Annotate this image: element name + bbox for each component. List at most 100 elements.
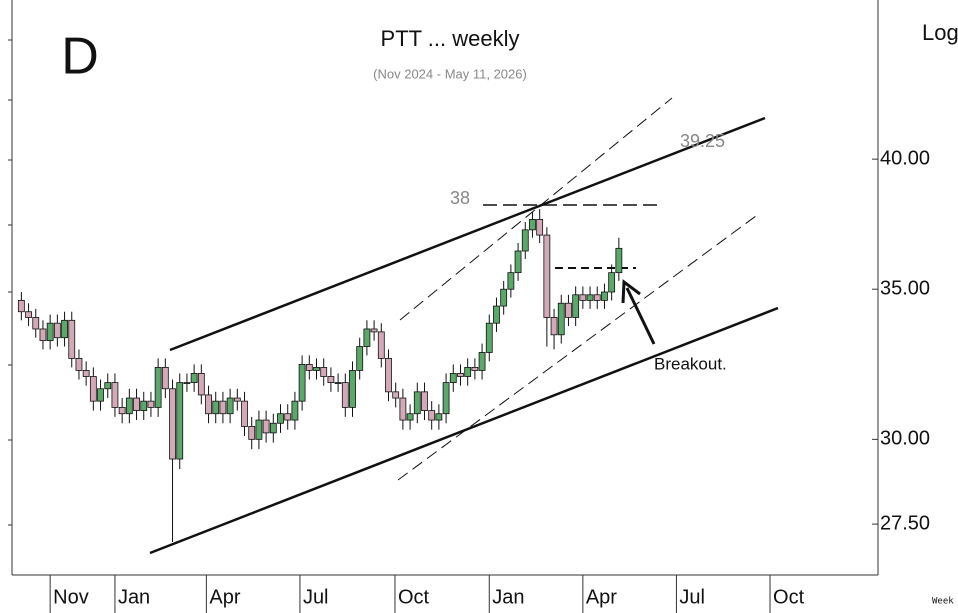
candle-body <box>61 319 68 339</box>
x-tick-label: Oct <box>773 586 805 608</box>
y-tick-label: 35.00 <box>880 277 930 299</box>
candle-body <box>608 272 616 293</box>
y-tick-label: 30.00 <box>880 428 930 450</box>
candle-body <box>233 397 241 402</box>
x-tick-label: Apr <box>586 586 617 608</box>
candle-body <box>226 397 234 415</box>
x-tick-label: Apr <box>209 586 240 608</box>
candle-body <box>39 328 47 342</box>
candle-body <box>111 382 119 408</box>
candle-body <box>370 328 378 333</box>
candle-body <box>277 413 284 424</box>
candle-body <box>392 391 400 399</box>
candle-body <box>377 331 385 359</box>
candle-body <box>68 319 76 359</box>
candle-body <box>53 322 61 339</box>
candle-body <box>521 229 529 252</box>
candle-body <box>349 370 356 408</box>
candle-body <box>471 367 479 371</box>
candle-body <box>557 302 565 336</box>
candle-body <box>341 382 349 408</box>
candle-body <box>75 358 83 371</box>
candle-body <box>32 317 40 330</box>
candle-body <box>313 367 320 371</box>
candle-body <box>183 382 191 385</box>
candle-body <box>205 394 212 415</box>
candle-body <box>169 388 176 460</box>
candle-body <box>493 305 500 324</box>
left-minor-ticks <box>8 39 12 526</box>
candle-body <box>125 397 133 415</box>
candle-body <box>615 247 623 274</box>
candle-body <box>305 363 313 371</box>
candle-body <box>104 382 112 390</box>
candle-body <box>356 346 364 371</box>
candle-body <box>543 234 551 318</box>
candle-body <box>161 367 169 390</box>
candle-body <box>298 363 306 402</box>
candle-body <box>248 426 256 440</box>
candle-body <box>46 322 54 342</box>
candle-body <box>485 322 493 353</box>
y-tick-label: 40.00 <box>880 147 930 169</box>
candle-body <box>133 397 140 411</box>
candle-body <box>464 367 472 377</box>
candle-body <box>478 352 486 371</box>
footer: Week <box>932 597 954 607</box>
candle-body <box>399 397 407 421</box>
candle-body <box>269 422 277 434</box>
candle-body <box>176 382 184 460</box>
candle-body <box>579 294 587 301</box>
candle-body <box>219 400 227 415</box>
candle-body <box>586 294 594 301</box>
candle-body <box>212 400 220 415</box>
candle-body <box>428 410 436 421</box>
chart-title: PTT ... weekly <box>381 26 520 51</box>
candle-body <box>500 288 508 307</box>
candle-body <box>572 294 580 318</box>
x-tick-label: Oct <box>398 586 430 608</box>
candle-body <box>89 376 97 402</box>
x-tick-label: Nov <box>53 586 89 608</box>
candle-body <box>82 370 90 377</box>
candle-body <box>140 400 148 411</box>
chart-subtitle: (Nov 2024 - May 11, 2026) <box>373 66 527 81</box>
annotation: 38 <box>450 188 470 208</box>
candle-body <box>550 317 558 336</box>
candle-body <box>442 382 450 415</box>
candle-body <box>514 250 522 274</box>
candle-body <box>97 388 104 402</box>
candle-body <box>413 391 421 415</box>
x-tick-label: Jul <box>679 586 705 608</box>
candle-body <box>457 373 464 377</box>
candle-body <box>565 302 572 318</box>
candle-body <box>320 367 328 377</box>
y-tick-label: 27.50 <box>880 512 930 534</box>
candle-body <box>435 413 443 421</box>
candle-body <box>385 358 392 393</box>
candle-body <box>291 400 299 421</box>
x-tick-label: Jan <box>492 586 524 608</box>
candle-body <box>593 294 601 301</box>
annotation: 39.25 <box>680 131 725 151</box>
candle-body <box>25 311 32 318</box>
panel-label: D <box>61 28 99 86</box>
trend-lines <box>149 97 779 555</box>
candle-body <box>536 219 544 236</box>
candle-body <box>363 328 371 347</box>
candle-body <box>262 419 270 434</box>
candle-body <box>190 373 198 384</box>
candle-body <box>406 413 414 421</box>
candle-body <box>284 413 292 421</box>
candle-body <box>421 391 428 411</box>
annotation: Breakout. <box>654 354 727 373</box>
candle-body <box>255 419 263 440</box>
scale-label: Log <box>922 20 958 45</box>
candle-body <box>118 407 126 415</box>
candle-body <box>601 291 608 301</box>
candle-body <box>154 367 162 408</box>
candle-body <box>327 376 335 384</box>
candle-body <box>507 272 515 290</box>
